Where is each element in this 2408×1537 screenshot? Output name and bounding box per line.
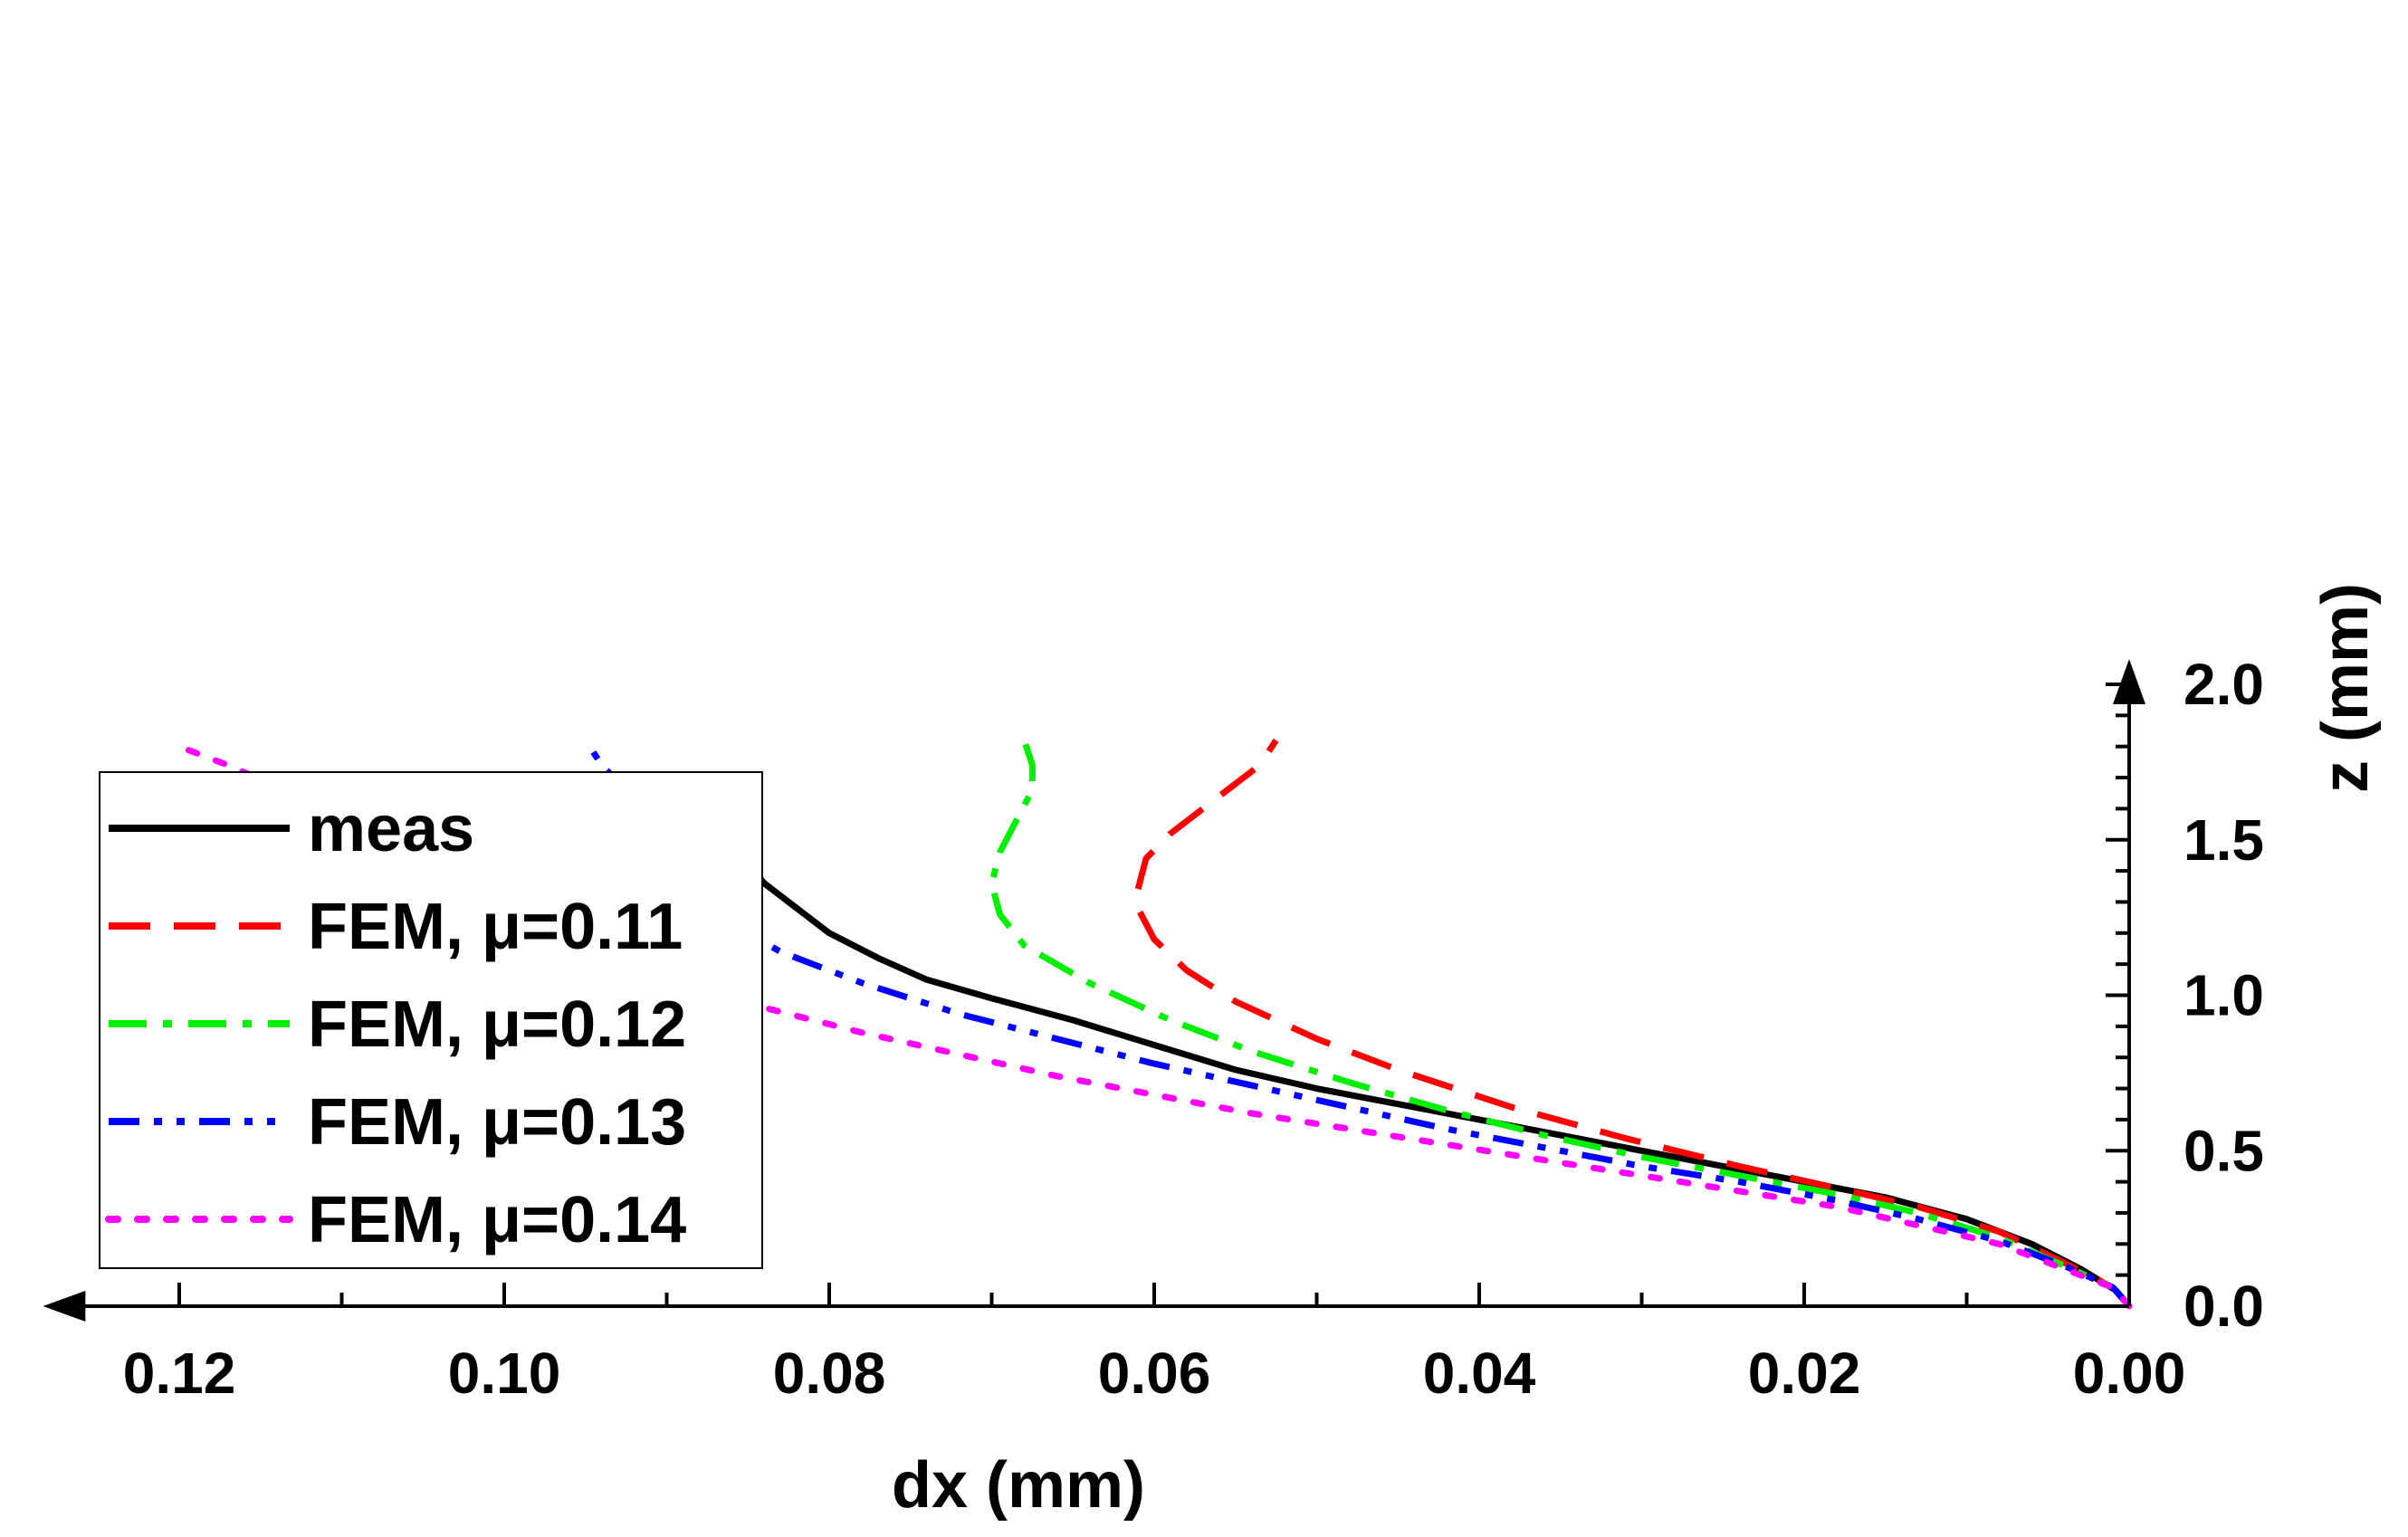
legend-label-2: FEM, μ=0.12	[308, 988, 686, 1061]
y-tick-label: 0.0	[2183, 1274, 2264, 1339]
legend-label-1: FEM, μ=0.11	[308, 891, 683, 963]
legend-label-4: FEM, μ=0.14	[308, 1184, 686, 1256]
y-tick-label: 2.0	[2183, 652, 2264, 717]
series-line-0	[544, 789, 2132, 1309]
x-tick-label: 0.02	[1748, 1341, 1861, 1406]
legend-label-3: FEM, μ=0.13	[308, 1086, 686, 1159]
legend: meas FEM, μ=0.11 FEM, μ=0.12 FEM, μ=0.13 FEM…	[99, 771, 763, 1269]
series-line-3	[582, 738, 2132, 1309]
x-tick-label: 0.08	[773, 1341, 886, 1406]
y-tick-label: 0.5	[2183, 1118, 2264, 1183]
series-line-1	[1134, 738, 2132, 1309]
x-tick-label: 0.06	[1098, 1341, 1211, 1406]
y-axis-arrow	[2113, 659, 2145, 704]
y-tick-label: 1.5	[2183, 807, 2264, 873]
x-axis-title: dx (mm)	[892, 1449, 1145, 1522]
x-tick-label: 0.12	[123, 1341, 236, 1406]
y-tick-label: 1.0	[2183, 963, 2264, 1028]
x-tick-label: 0.04	[1423, 1341, 1536, 1406]
y-axis-title: z (mm)	[2309, 583, 2382, 793]
legend-label-0: meas	[308, 793, 474, 865]
x-tick-label: 0.10	[448, 1341, 561, 1406]
series-line-2	[989, 739, 2132, 1309]
axes-layer: 0.12 0.10 0.08 0.06 0.04 0.02 0.000.0 0.5 1.0 1.5…	[43, 652, 2264, 1406]
x-axis-arrow	[43, 1291, 86, 1322]
x-tick-label: 0.00	[2073, 1341, 2186, 1406]
